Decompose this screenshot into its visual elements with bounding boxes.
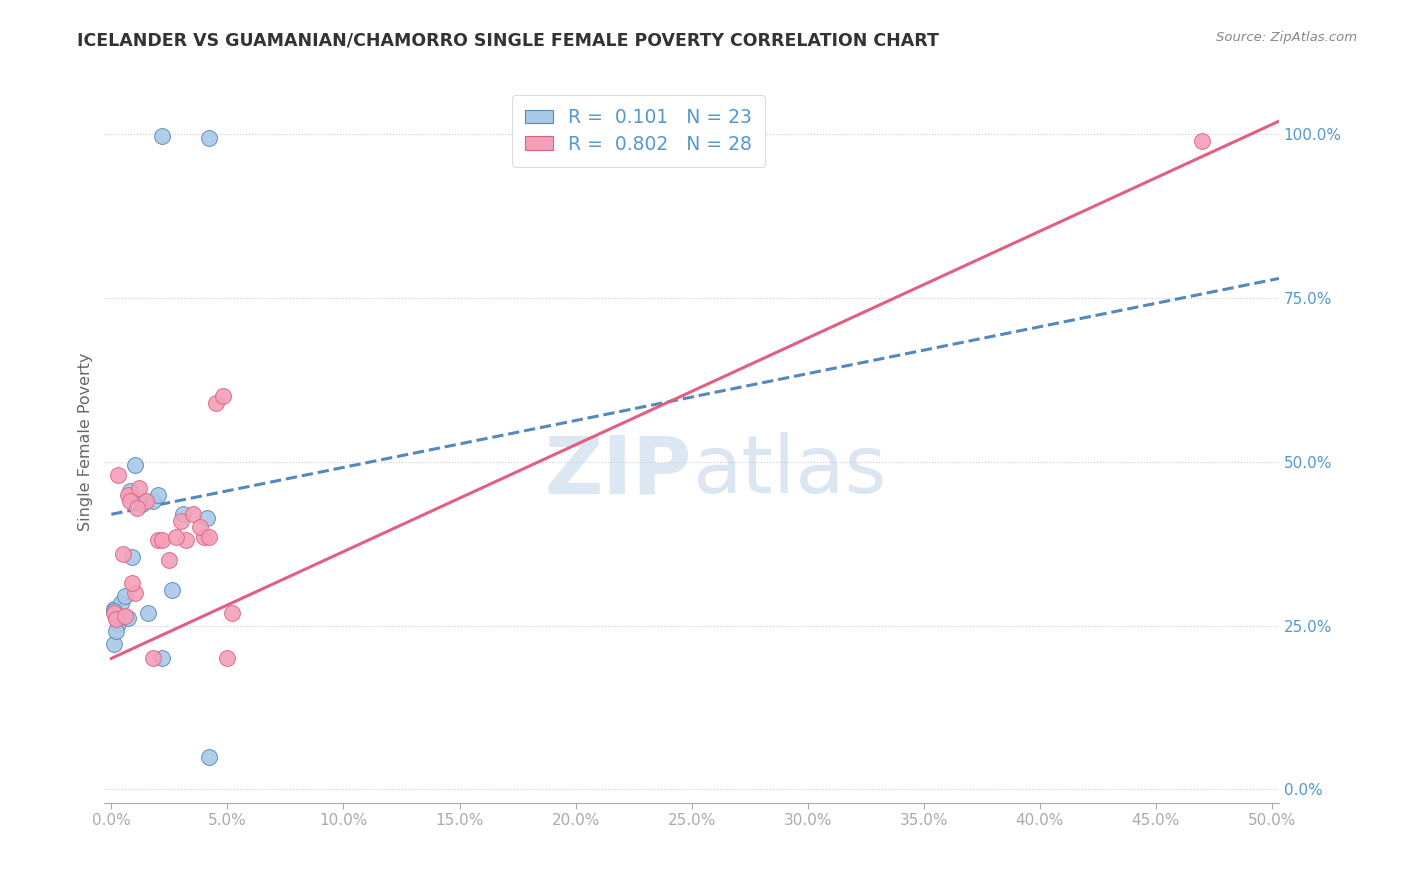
- Point: [221, 606, 243, 620]
- Point: [124, 586, 146, 600]
- Point: [114, 589, 136, 603]
- Point: [121, 576, 143, 591]
- Y-axis label: Single Female Poverty: Single Female Poverty: [79, 353, 93, 532]
- Point: [188, 520, 211, 534]
- Point: [193, 530, 215, 544]
- Point: [211, 389, 233, 403]
- Point: [103, 637, 125, 651]
- Point: [1191, 134, 1213, 148]
- Point: [103, 606, 125, 620]
- Text: ICELANDER VS GUAMANIAN/CHAMORRO SINGLE FEMALE POVERTY CORRELATION CHART: ICELANDER VS GUAMANIAN/CHAMORRO SINGLE F…: [77, 31, 939, 49]
- Point: [181, 508, 204, 522]
- Point: [118, 494, 141, 508]
- Point: [128, 481, 150, 495]
- Point: [198, 130, 221, 145]
- Point: [152, 651, 174, 665]
- Point: [170, 514, 193, 528]
- Point: [111, 547, 134, 561]
- Point: [117, 611, 139, 625]
- Point: [217, 651, 239, 665]
- Point: [124, 458, 146, 472]
- Point: [195, 510, 218, 524]
- Point: [104, 624, 127, 638]
- Point: [174, 533, 197, 548]
- Point: [198, 530, 221, 544]
- Point: [121, 549, 143, 564]
- Text: ZIP: ZIP: [544, 432, 692, 510]
- Point: [198, 749, 221, 764]
- Point: [204, 396, 226, 410]
- Point: [157, 553, 180, 567]
- Text: Source: ZipAtlas.com: Source: ZipAtlas.com: [1216, 31, 1357, 45]
- Text: atlas: atlas: [692, 432, 886, 510]
- Point: [152, 128, 174, 143]
- Point: [118, 484, 141, 499]
- Point: [142, 651, 165, 665]
- Point: [125, 500, 148, 515]
- Point: [107, 467, 129, 482]
- Point: [135, 494, 157, 508]
- Point: [117, 488, 139, 502]
- Point: [152, 533, 174, 548]
- Point: [160, 582, 183, 597]
- Point: [172, 508, 194, 522]
- Point: [146, 488, 169, 502]
- Point: [142, 494, 165, 508]
- Point: [146, 533, 169, 548]
- Point: [103, 604, 125, 618]
- Point: [104, 612, 127, 626]
- Point: [110, 596, 132, 610]
- Point: [138, 606, 160, 620]
- Point: [131, 498, 153, 512]
- Point: [114, 608, 136, 623]
- Legend: R =  0.101   N = 23, R =  0.802   N = 28: R = 0.101 N = 23, R = 0.802 N = 28: [512, 95, 765, 167]
- Point: [103, 602, 125, 616]
- Point: [165, 530, 187, 544]
- Point: [107, 616, 129, 631]
- Point: [107, 608, 129, 623]
